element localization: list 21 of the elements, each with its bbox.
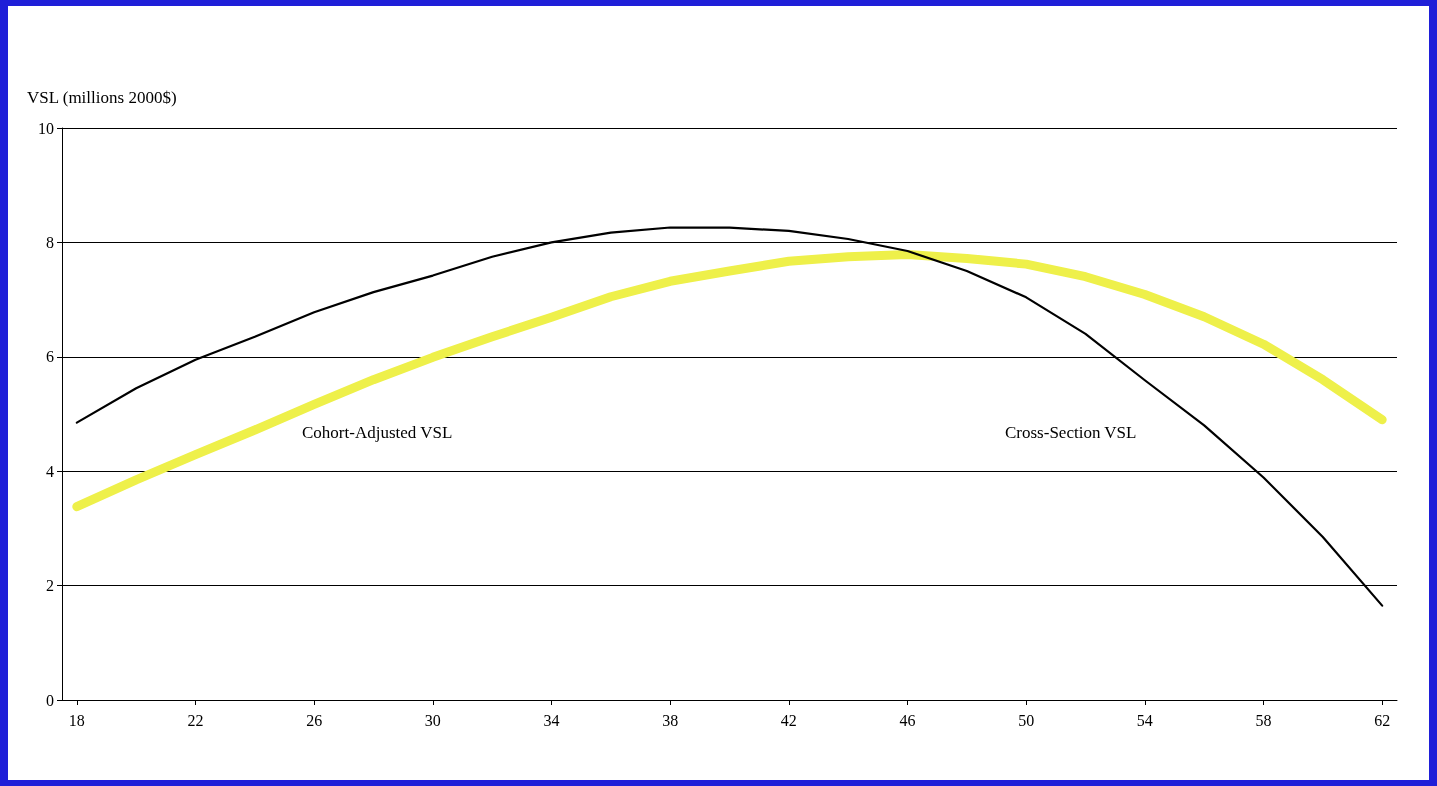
y-tick-label: 0	[46, 691, 54, 709]
text: Cross-Section VSL	[1005, 423, 1137, 442]
x-tick-label: 34	[543, 711, 560, 729]
series-label: Cohort-Adjusted VSL	[302, 423, 453, 442]
x-tick-label: 46	[899, 711, 916, 729]
y-tick-label: 4	[46, 462, 54, 480]
x-tick-label: 50	[1018, 711, 1035, 729]
x-tick-label: 62	[1374, 711, 1391, 729]
x-tick-label: 30	[424, 711, 441, 729]
x-tick-label: 42	[780, 711, 797, 729]
x-tick-label: 54	[1136, 711, 1153, 729]
x-tick-label: 58	[1255, 711, 1272, 729]
x-tick-label: 26	[306, 711, 323, 729]
y-tick-label: 2	[46, 577, 54, 595]
x-tick-label: 38	[662, 711, 679, 729]
y-tick-label: 8	[46, 233, 54, 251]
x-tick-label: 18	[68, 711, 85, 729]
y-tick-label: 6	[46, 348, 54, 366]
x-tick-label: 22	[187, 711, 204, 729]
y-tick-label: 10	[38, 119, 54, 137]
y-axis-title: VSL (millions 2000$)	[27, 88, 177, 107]
